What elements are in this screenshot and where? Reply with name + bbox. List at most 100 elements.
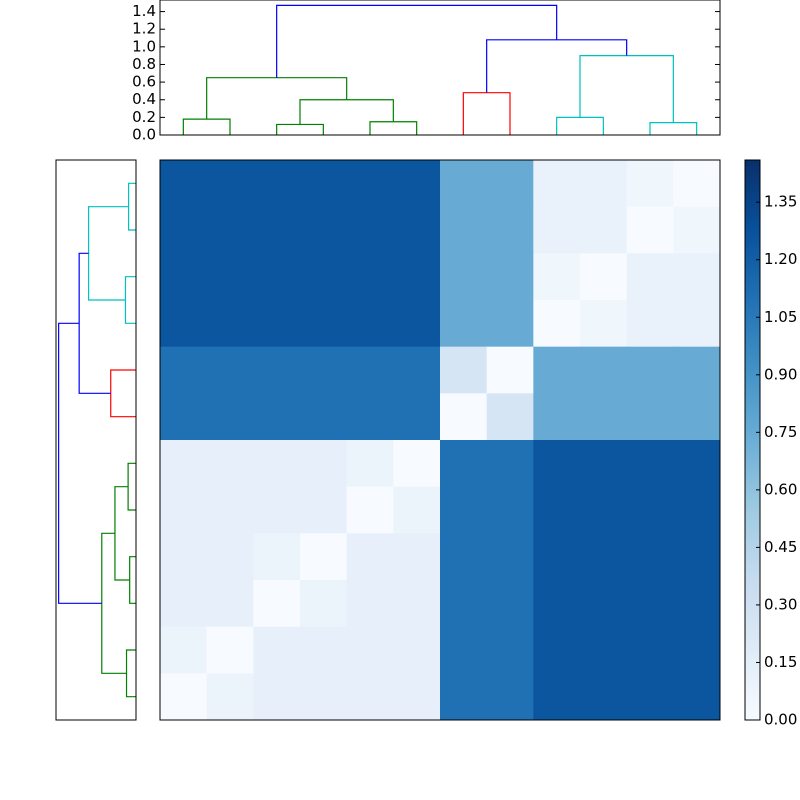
heatmap-cell: [440, 253, 488, 301]
y-tick-label: 0.2: [132, 108, 156, 126]
heatmap-cell: [346, 626, 394, 674]
heatmap-cell: [393, 580, 441, 628]
heatmap-cell: [300, 346, 348, 394]
heatmap-cell: [160, 346, 208, 394]
heatmap-cell: [253, 440, 301, 488]
heatmap-cell: [346, 206, 394, 254]
heatmap-cell: [253, 253, 301, 301]
heatmap-cell: [206, 160, 254, 208]
heatmap-cell: [393, 160, 441, 208]
dendrogram-link: [128, 182, 136, 231]
heatmap-cell: [533, 486, 581, 534]
dendrogram-link: [101, 532, 127, 674]
heatmap-cell: [300, 440, 348, 488]
heatmap-cell: [580, 253, 628, 301]
heatmap-cell: [626, 346, 674, 394]
heatmap-cell: [206, 393, 254, 441]
heatmap-cell: [533, 673, 581, 721]
heatmap-cell: [486, 673, 534, 721]
heatmap-cell: [626, 533, 674, 581]
colorbar-tick-label: 0.45: [764, 538, 797, 556]
colorbar-tick-label: 0.90: [764, 365, 797, 383]
heatmap-cell: [300, 673, 348, 721]
heatmap-cell: [253, 673, 301, 721]
heatmap-cell: [580, 393, 628, 441]
heatmap-cell: [580, 533, 628, 581]
heatmap-cell: [673, 626, 721, 674]
heatmap-cell: [486, 580, 534, 628]
heatmap-cell: [346, 346, 394, 394]
heatmap-cell: [673, 393, 721, 441]
heatmap-cell: [533, 440, 581, 488]
colorbar-tick-label: 0.00: [764, 711, 797, 729]
heatmap-cell: [486, 346, 534, 394]
dendrogram-link: [276, 123, 324, 135]
heatmap-cell: [393, 486, 441, 534]
heatmap-cell: [160, 673, 208, 721]
heatmap-cell: [253, 346, 301, 394]
heatmap-cell: [300, 626, 348, 674]
heatmap-cell: [393, 673, 441, 721]
heatmap-cell: [253, 580, 301, 628]
colorbar-tick-label: 1.35: [764, 193, 797, 211]
axes-frame: [159, 159, 721, 721]
dendrogram-link: [78, 252, 111, 394]
heatmap-cell: [300, 533, 348, 581]
heatmap-cell: [533, 206, 581, 254]
y-tick-label: 0.8: [132, 55, 156, 73]
y-tick-label: 0.0: [132, 126, 156, 144]
colorbar-tick-label: 0.15: [764, 653, 797, 671]
colorbar-tick-label: 0.60: [764, 480, 797, 498]
heatmap-cell: [440, 486, 488, 534]
heatmap-cell: [160, 580, 208, 628]
heatmap-cell: [440, 533, 488, 581]
colorbar-tick-label: 0.30: [764, 595, 797, 613]
heatmap-cell: [580, 300, 628, 348]
heatmap-cell: [346, 580, 394, 628]
heatmap-cell: [206, 440, 254, 488]
heatmap-cell: [440, 673, 488, 721]
colorbar-tick-label: 0.75: [764, 423, 797, 441]
heatmap-cell: [346, 486, 394, 534]
heatmap-cell: [253, 393, 301, 441]
heatmap-cell: [486, 440, 534, 488]
dendrogram-link: [127, 462, 136, 511]
heatmap-cell: [440, 346, 488, 394]
heatmap-cell: [580, 440, 628, 488]
heatmap-cell: [346, 533, 394, 581]
dendrogram-link: [369, 121, 418, 135]
heatmap-cell: [533, 346, 581, 394]
heatmap-cell: [206, 626, 254, 674]
heatmap-cell: [440, 580, 488, 628]
heatmap-cell: [300, 580, 348, 628]
axes-frame: [55, 159, 137, 721]
heatmap-cell: [440, 206, 488, 254]
dendrogram-link: [58, 322, 102, 604]
heatmap-cell: [440, 300, 488, 348]
heatmap-cell: [580, 580, 628, 628]
heatmap-cell: [486, 206, 534, 254]
heatmap-cell: [673, 440, 721, 488]
dendrogram-link: [114, 486, 130, 581]
heatmap-cell: [300, 393, 348, 441]
dendrogram-link: [462, 92, 511, 135]
heatmap-cell: [346, 253, 394, 301]
heatmap-cell: [393, 440, 441, 488]
heatmap-cell: [580, 626, 628, 674]
dendrogram-link: [206, 77, 348, 120]
heatmap-cell: [160, 393, 208, 441]
colorbar-tick-label: 1.05: [764, 308, 797, 326]
heatmap-cell: [440, 440, 488, 488]
heatmap-cell: [206, 673, 254, 721]
heatmap-cell: [486, 253, 534, 301]
heatmap-cell: [580, 486, 628, 534]
heatmap-cell: [533, 580, 581, 628]
dendrogram-link: [182, 118, 231, 135]
heatmap-cell: [253, 486, 301, 534]
y-tick-label: 1.4: [132, 2, 156, 20]
heatmap-cell: [533, 533, 581, 581]
heatmap-cell: [300, 486, 348, 534]
heatmap-cell: [580, 160, 628, 208]
heatmap-cell: [486, 300, 534, 348]
y-tick-label: 0.6: [132, 73, 156, 91]
